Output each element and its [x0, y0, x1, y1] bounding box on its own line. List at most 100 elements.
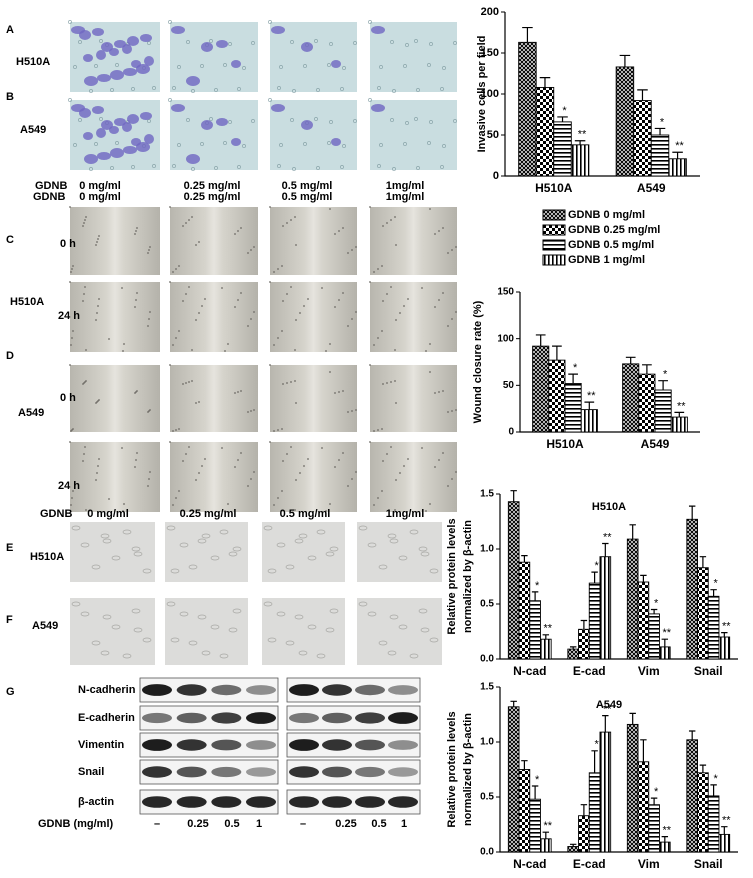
cell-dot	[95, 244, 97, 246]
cell-dot	[198, 401, 200, 403]
cell-dot	[395, 402, 397, 404]
cell-dot	[147, 252, 149, 254]
cell-dot	[369, 441, 371, 443]
wound-image	[270, 207, 357, 275]
blot-band	[355, 796, 385, 808]
cell-dot	[447, 325, 449, 327]
cell-dot	[188, 219, 190, 221]
cell-dot	[338, 299, 340, 301]
cell-dot	[386, 453, 388, 455]
protein-label: N-cadherin	[78, 684, 136, 696]
pore	[200, 64, 204, 68]
pore	[186, 118, 190, 122]
cell	[131, 608, 141, 614]
cell-dot	[281, 330, 283, 332]
error-bar	[602, 542, 609, 557]
cell-dot	[178, 330, 180, 332]
dose: 0 mg/ml	[79, 180, 121, 192]
micrograph	[170, 100, 258, 170]
bar	[578, 815, 590, 853]
cell-dot	[290, 219, 292, 221]
invasive-cell	[271, 104, 285, 112]
cell-dot	[394, 380, 396, 382]
invasive-cell	[97, 152, 111, 160]
cell-dot	[195, 319, 197, 321]
cell-dot	[71, 337, 73, 339]
cell-dot	[355, 409, 357, 411]
cell-dot	[227, 503, 229, 505]
pore	[228, 42, 232, 46]
cell-dot	[69, 281, 71, 283]
cell-dot	[399, 472, 401, 474]
invasive-cell	[83, 54, 93, 62]
pore	[290, 40, 294, 44]
cell-dot	[250, 410, 252, 412]
pore	[414, 39, 418, 43]
cell-dot	[325, 510, 327, 512]
cell-dot	[234, 466, 236, 468]
cell-dot	[136, 227, 138, 229]
pore	[405, 121, 409, 125]
dose: 1mg/ml	[386, 191, 425, 203]
pore	[390, 118, 394, 122]
error-bar	[580, 619, 588, 630]
pore	[242, 66, 246, 70]
dose: 0.5	[371, 818, 386, 830]
pore	[251, 41, 255, 45]
bar	[518, 561, 531, 660]
error-bar	[602, 715, 609, 733]
error-bar	[539, 77, 551, 88]
panel-letter: G	[6, 686, 15, 698]
invasive-cell	[84, 76, 98, 86]
cell-dot	[369, 206, 371, 208]
y-tick-label: 100	[497, 333, 514, 344]
cell-dot	[273, 430, 275, 432]
cell	[111, 624, 121, 630]
cell-dot	[273, 504, 275, 506]
invasive-cell	[96, 50, 106, 60]
pore	[390, 40, 394, 44]
error-bar	[619, 54, 631, 67]
pore	[453, 119, 457, 123]
invasive-cell	[371, 26, 385, 34]
cell-dot	[329, 343, 331, 345]
micrograph	[370, 22, 457, 92]
pore	[152, 164, 156, 168]
invasive-cell	[186, 76, 200, 86]
significance: *	[663, 369, 668, 381]
morphology-image	[357, 598, 442, 665]
x-tick-label: Vim	[638, 857, 660, 871]
invasive-cell	[136, 142, 150, 152]
pore	[191, 167, 195, 171]
invasive-cell	[123, 68, 137, 76]
cell-dot	[234, 392, 236, 394]
cell-dot	[149, 311, 151, 313]
blot-band	[211, 739, 242, 751]
blot-band	[388, 740, 418, 750]
cell	[80, 542, 90, 548]
cell-dot	[307, 458, 309, 460]
blot-band	[246, 767, 276, 777]
cell-dot	[72, 490, 74, 492]
cell-dot	[134, 466, 136, 468]
cell-dot	[169, 364, 171, 366]
pore	[403, 64, 407, 68]
y-tick-label: 50	[487, 129, 499, 141]
cell-dot	[69, 364, 71, 366]
cell-dot	[373, 344, 375, 346]
cell-dot	[282, 225, 284, 227]
row-label: A549	[18, 407, 44, 419]
pore	[442, 144, 446, 148]
cell-dot	[294, 216, 296, 218]
blot-band	[322, 684, 352, 696]
cell-dot	[390, 286, 392, 288]
pore	[429, 42, 433, 46]
y-tick-label: 1.0	[480, 737, 494, 748]
invasive-cell	[92, 106, 104, 114]
pore	[172, 164, 176, 168]
protein-label: Vimentin	[78, 739, 125, 751]
cell-dot	[369, 281, 371, 283]
invasive-cell	[331, 138, 341, 146]
error-bar	[661, 638, 669, 647]
cell-dot	[70, 504, 72, 506]
